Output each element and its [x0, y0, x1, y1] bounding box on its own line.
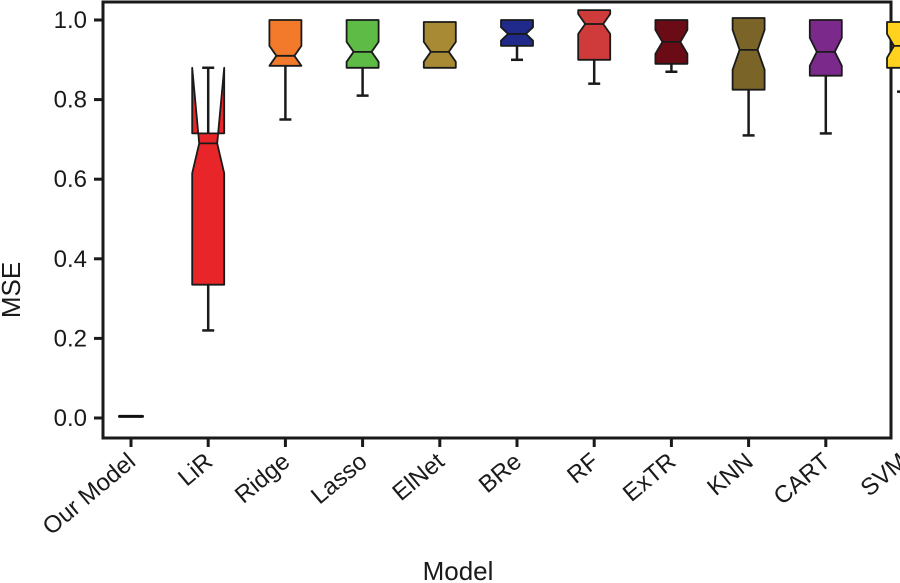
box-svm [886, 21, 900, 93]
box-body [191, 66, 226, 286]
boxes-group [118, 9, 900, 418]
box-extr [654, 19, 689, 73]
y-tick-label: 0.4 [54, 246, 87, 273]
box-body [886, 21, 900, 69]
x-axis: Our Model LiR Ridge Lasso ElNet BRe RF ExTR KNN C… [38, 438, 900, 541]
y-tick-label: 1.0 [54, 7, 87, 34]
box-lir [191, 66, 226, 332]
x-tick-label: Ridge [230, 448, 295, 509]
box-bre [500, 19, 534, 62]
box-our-model [118, 414, 144, 418]
x-tick-label: SVM [856, 448, 900, 502]
x-tick-label: LiR [173, 448, 218, 492]
box-body [268, 19, 303, 67]
y-axis-label: MSE [0, 262, 26, 318]
x-axis-label: Model [423, 556, 494, 583]
box-body [500, 19, 534, 47]
x-tick-label: RF [562, 448, 604, 489]
x-tick-label: Lasso [306, 448, 372, 510]
box-body [731, 17, 766, 91]
box-body [422, 21, 457, 69]
x-tick-label: CART [769, 448, 836, 511]
y-tick-label: 0.6 [54, 166, 87, 193]
box-rf [577, 9, 612, 85]
box-body [808, 19, 843, 77]
box-body [577, 9, 612, 61]
x-tick-label: BRe [474, 448, 527, 499]
y-tick-label: 0.2 [54, 325, 87, 352]
y-tick-label: 0.0 [54, 405, 87, 432]
plot-frame [101, 0, 893, 440]
box-body [118, 414, 144, 418]
box-elnet [422, 21, 457, 69]
box-lasso [345, 19, 380, 97]
x-tick-label: ElNet [387, 448, 450, 507]
x-tick-label: KNN [702, 448, 758, 501]
box-body [345, 19, 380, 69]
x-tick-label: Our Model [38, 448, 141, 541]
box-ridge [268, 19, 303, 121]
x-tick-label: ExTR [618, 448, 681, 507]
box-knn [731, 17, 766, 137]
y-axis: 0.0 0.2 0.4 0.6 0.8 1.0 [54, 7, 103, 432]
y-tick-label: 0.8 [54, 87, 87, 114]
box-cart [808, 19, 843, 135]
